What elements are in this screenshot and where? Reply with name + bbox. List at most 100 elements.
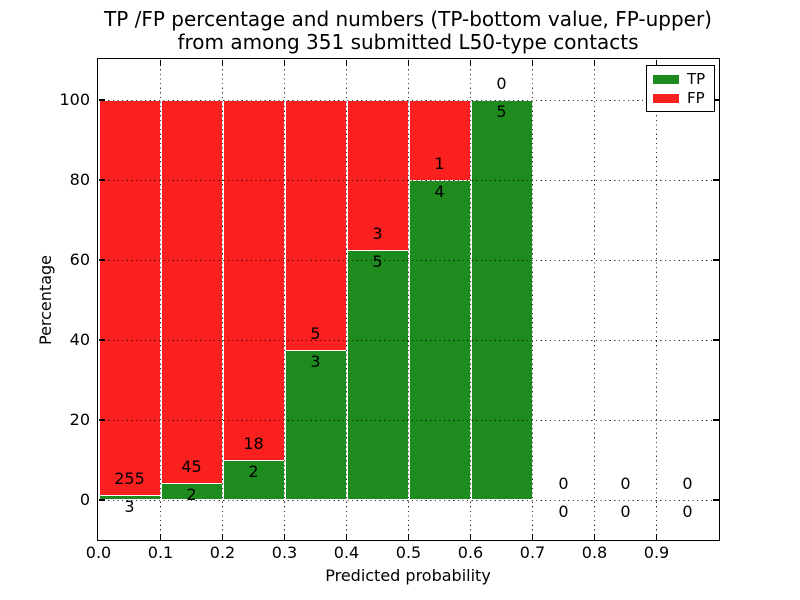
gridline-horizontal [98, 420, 719, 422]
fp-count-label: 0 [620, 474, 631, 493]
legend-item-tp: TP [653, 71, 708, 87]
legend-item-fp: FP [653, 90, 708, 106]
x-tick-mark [345, 59, 348, 66]
x-tick-mark [221, 533, 224, 540]
y-tick-label: 100 [59, 90, 90, 109]
gridline-horizontal [98, 100, 719, 102]
y-tick-mark [98, 419, 105, 421]
x-tick-mark [221, 59, 224, 66]
fp-count-label: 5 [310, 324, 321, 343]
x-tick-mark [469, 59, 472, 66]
gridline-vertical [160, 59, 162, 540]
x-tick-label: 0.9 [643, 543, 670, 562]
plot-area: 255 3 45 2 18 2 5 3 3 5 1 4 0 5 0 0 0 0 0 0 [97, 58, 720, 541]
gridline-horizontal [98, 180, 719, 182]
gridline-vertical [656, 59, 658, 540]
x-tick-mark [469, 533, 472, 540]
tp-count-label: 0 [558, 502, 569, 521]
y-tick-mark [98, 499, 105, 501]
tp-count-label: 3 [124, 497, 135, 517]
y-tick-mark [712, 339, 719, 341]
bar-fp-segment [222, 100, 285, 460]
y-tick-mark [712, 259, 719, 261]
y-tick-mark [712, 179, 719, 181]
x-tick-label: 0.7 [519, 543, 546, 562]
bar-tp-segment [470, 100, 533, 500]
x-tick-label: 0.5 [395, 543, 422, 562]
y-tick-mark [712, 419, 719, 421]
x-tick-label: 0.1 [147, 543, 174, 562]
y-tick-mark [712, 99, 719, 101]
gridline-vertical [594, 59, 596, 540]
x-tick-mark [407, 533, 410, 540]
x-tick-mark [655, 533, 658, 540]
x-tick-mark [407, 59, 410, 66]
fp-count-label: 1 [434, 154, 445, 173]
x-tick-label: 0.0 [85, 543, 112, 562]
y-tick-mark [98, 339, 105, 341]
gridline-horizontal [98, 260, 719, 262]
x-tick-mark [159, 533, 162, 540]
y-tick-mark [98, 99, 105, 101]
x-tick-mark [531, 59, 534, 66]
x-tick-mark [531, 533, 534, 540]
tp-count-label: 0 [682, 502, 693, 521]
y-tick-label: 20 [69, 410, 90, 429]
x-tick-mark [283, 533, 286, 540]
legend-swatch-tp-icon [653, 74, 679, 84]
y-tick-mark [98, 259, 105, 261]
x-tick-mark [159, 59, 162, 66]
y-tick-label: 80 [69, 170, 90, 189]
bar-tp-segment [346, 250, 409, 500]
gridline-horizontal [98, 500, 719, 502]
x-tick-mark [593, 533, 596, 540]
fp-count-label: 45 [181, 456, 202, 476]
tp-count-label: 3 [310, 352, 321, 371]
fp-count-label: 3 [372, 224, 383, 243]
chart-title-line2: from among 351 submitted L50-type contac… [177, 30, 639, 54]
y-tick-mark [98, 179, 105, 181]
fp-count-label: 0 [558, 474, 569, 493]
chart-title: TP /FP percentage and numbers (TP-bottom… [104, 8, 712, 54]
fp-count-label: 0 [496, 74, 507, 93]
y-tick-label: 0 [79, 490, 90, 509]
tp-count-label: 2 [248, 462, 259, 481]
gridline-horizontal [98, 340, 719, 342]
tp-count-label: 2 [186, 484, 197, 504]
gridline-vertical [284, 59, 286, 540]
tp-count-label: 5 [372, 252, 383, 271]
y-tick-label: 60 [69, 250, 90, 269]
bar-tp-segment [284, 350, 347, 500]
x-tick-label: 0.4 [333, 543, 360, 562]
x-axis-label: Predicted probability [325, 566, 491, 585]
legend-label-tp: TP [687, 70, 706, 88]
x-tick-label: 0.6 [457, 543, 484, 562]
fp-count-label: 18 [243, 434, 264, 453]
x-tick-mark [655, 59, 658, 66]
x-tick-mark [593, 59, 596, 66]
x-tick-label: 0.3 [271, 543, 298, 562]
tp-count-label: 4 [434, 182, 445, 201]
legend-label-fp: FP [687, 89, 705, 107]
gridline-vertical [222, 59, 224, 540]
gridline-vertical [346, 59, 348, 540]
x-tick-label: 0.2 [209, 543, 236, 562]
bar-fp-segment [284, 100, 347, 350]
x-tick-mark [345, 533, 348, 540]
legend: TP FP [646, 65, 715, 112]
chart-title-line1: TP /FP percentage and numbers (TP-bottom… [104, 7, 712, 31]
fp-count-label: 0 [682, 474, 693, 493]
gridline-vertical [470, 59, 472, 540]
legend-swatch-fp-icon [653, 93, 679, 103]
y-tick-mark [712, 499, 719, 501]
tp-count-label: 5 [496, 102, 507, 121]
bar-fp-segment [98, 100, 161, 496]
gridline-vertical [408, 59, 410, 540]
x-tick-mark [283, 59, 286, 66]
bar-fp-segment [160, 100, 223, 483]
x-tick-label: 0.8 [581, 543, 608, 562]
fp-count-label: 255 [114, 469, 145, 489]
y-tick-label: 40 [69, 330, 90, 349]
gridline-vertical [532, 59, 534, 540]
